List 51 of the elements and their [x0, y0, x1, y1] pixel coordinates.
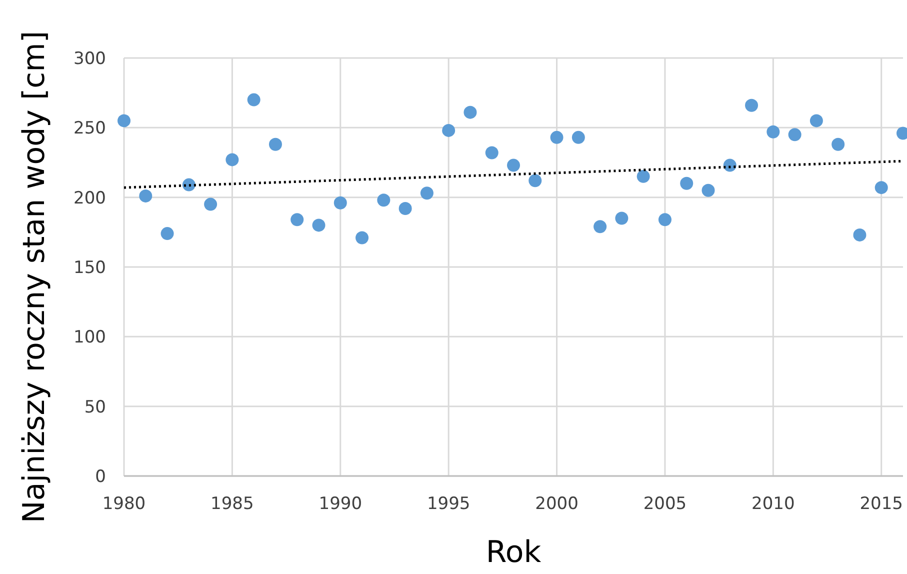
y-tick-label: 100: [74, 328, 106, 348]
point: [247, 93, 260, 106]
point: [658, 213, 672, 226]
point: [377, 194, 390, 207]
point: [464, 106, 477, 119]
point: [420, 186, 434, 200]
y-tick-label: 50: [84, 397, 106, 418]
point: [550, 130, 564, 144]
x-tick-label: 2005: [643, 494, 687, 514]
point: [160, 227, 174, 240]
x-tick-label: 2015: [860, 494, 903, 514]
point: [204, 198, 218, 211]
y-axis-title: Najniższy roczny stan wody [cm]: [17, 30, 52, 524]
point: [810, 114, 823, 128]
point: [680, 176, 694, 190]
point: [398, 202, 412, 215]
x-tick-label: 1985: [210, 494, 254, 514]
point: [268, 138, 282, 151]
x-tick-label: 1990: [318, 494, 362, 514]
point: [334, 196, 347, 210]
point: [832, 138, 845, 151]
point: [356, 231, 369, 244]
point: [615, 212, 628, 225]
point: [594, 220, 607, 234]
point: [572, 130, 585, 144]
point: [485, 146, 498, 160]
y-tick-label: 0: [95, 466, 106, 487]
point: [702, 184, 715, 197]
point: [118, 114, 130, 128]
x-tick-label: 2000: [535, 494, 578, 514]
point: [874, 181, 888, 194]
y-tick-label: 250: [74, 118, 106, 139]
point: [442, 124, 456, 137]
point: [853, 228, 866, 242]
point: [766, 125, 780, 138]
y-tick-label: 200: [74, 188, 106, 208]
x-tick-label: 1980: [102, 494, 146, 514]
point: [507, 158, 520, 172]
point: [290, 213, 304, 226]
point: [312, 218, 326, 232]
point: [528, 174, 542, 188]
y-tick-label: 300: [74, 48, 106, 69]
point: [788, 128, 802, 142]
x-tick-label: 2010: [752, 494, 795, 514]
x-axis-title: Rok: [486, 535, 542, 570]
x-tick-label: 1995: [426, 494, 470, 514]
point: [226, 153, 239, 166]
point: [636, 170, 650, 183]
point: [139, 189, 152, 202]
y-tick-label: 150: [74, 258, 106, 278]
point: [745, 98, 758, 112]
